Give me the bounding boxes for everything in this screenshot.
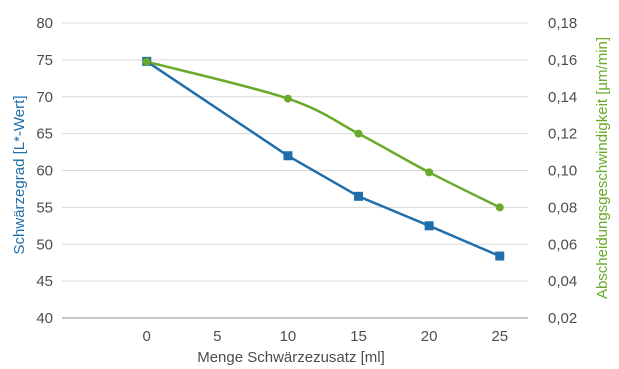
y-right-tick-label: 0,12 <box>548 126 577 143</box>
y-right-tick-label: 0,14 <box>548 89 577 106</box>
data-point-circle <box>283 94 292 103</box>
y-axis-left-label: Schwärzegrad [L*-Wert] <box>11 96 28 255</box>
x-axis-ticks: 0 5 10 15 20 25 <box>143 328 509 345</box>
y-right-tick-label: 0,08 <box>548 199 577 216</box>
y-right-tick-label: 0,10 <box>548 163 577 180</box>
y-right-tick-label: 0,06 <box>548 236 577 253</box>
y-axis-right-ticks: 0,02 0,04 0,06 0,08 0,10 0,12 0,14 0,16 0,18 <box>548 15 577 327</box>
y-left-tick-label: 60 <box>36 163 53 180</box>
data-point-square <box>495 251 505 261</box>
data-point-square <box>424 221 434 231</box>
series-layer <box>142 56 505 261</box>
data-point-square <box>354 191 364 201</box>
y-right-tick-label: 0,02 <box>548 310 577 327</box>
data-point-circle <box>425 168 434 177</box>
y-left-tick-label: 65 <box>36 126 53 143</box>
data-point-circle <box>142 57 151 66</box>
y-right-tick-label: 0,16 <box>548 52 577 69</box>
y-axis-right-label: Abscheidungsgeschwindigkeit [µm/min] <box>594 37 611 299</box>
x-axis-label: Menge Schwärzezusatz [ml] <box>197 349 385 366</box>
y-left-tick-label: 40 <box>36 310 53 327</box>
y-left-tick-label: 75 <box>36 52 53 69</box>
series-line-left <box>145 60 502 258</box>
y-left-tick-label: 80 <box>36 15 53 32</box>
y-left-tick-label: 45 <box>36 273 53 290</box>
x-tick-label: 20 <box>421 328 438 345</box>
x-tick-label: 25 <box>491 328 508 345</box>
x-tick-label: 0 <box>143 328 151 345</box>
x-tick-label: 5 <box>213 328 221 345</box>
data-point-square <box>283 151 293 161</box>
x-tick-label: 10 <box>280 328 297 345</box>
y-right-tick-label: 0,04 <box>548 273 577 290</box>
y-axis-left-ticks: 40 45 50 55 60 65 70 75 80 <box>36 15 53 327</box>
data-point-circle <box>495 203 504 212</box>
gridlines <box>62 22 528 319</box>
y-right-tick-label: 0,18 <box>548 15 577 32</box>
data-point-circle <box>354 129 363 138</box>
y-left-tick-label: 70 <box>36 89 53 106</box>
series-line-right <box>145 60 502 209</box>
x-tick-label: 15 <box>350 328 367 345</box>
y-left-tick-label: 55 <box>36 199 53 216</box>
y-left-tick-label: 50 <box>36 236 53 253</box>
